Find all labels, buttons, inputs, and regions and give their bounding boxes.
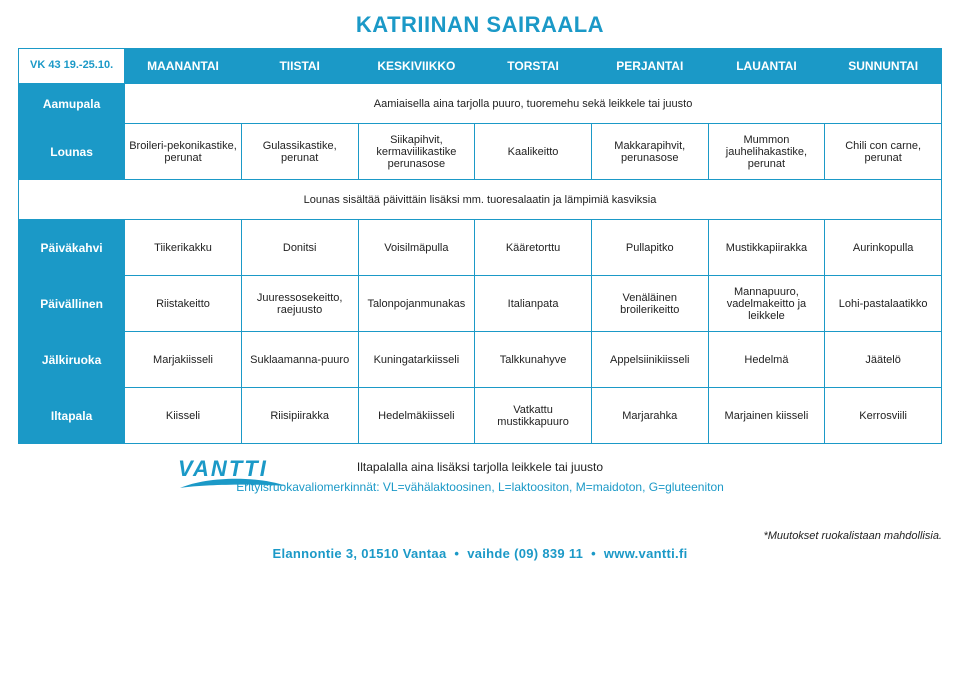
menu-cell: Voisilmäpulla bbox=[358, 220, 475, 276]
menu-cell: Pullapitko bbox=[591, 220, 708, 276]
day-header: TORSTAI bbox=[475, 49, 592, 84]
menu-cell: Hedelmä bbox=[708, 332, 825, 388]
span-cell: Aamiaisella aina tarjolla puuro, tuoreme… bbox=[125, 84, 942, 124]
contact-address: Elannontie 3, 01510 Vantaa bbox=[273, 546, 447, 561]
menu-cell: Vatkattu mustikkapuuro bbox=[475, 388, 592, 444]
menu-cell: Kerrosviili bbox=[825, 388, 942, 444]
menu-cell: Hedelmäkiisseli bbox=[358, 388, 475, 444]
menu-cell: Suklaamanna-puuro bbox=[241, 332, 358, 388]
day-header: SUNNUNTAI bbox=[825, 49, 942, 84]
row-label: Päiväkahvi bbox=[19, 220, 125, 276]
footer-disclaimer: *Muutokset ruokalistaan mahdollisia. bbox=[18, 530, 942, 542]
row-label: Jälkiruoka bbox=[19, 332, 125, 388]
menu-cell: Venäläinen broilerikeitto bbox=[591, 276, 708, 332]
menu-cell: Italianpata bbox=[475, 276, 592, 332]
menu-cell: Gulassikastike, perunat bbox=[241, 124, 358, 180]
row-label: Päivällinen bbox=[19, 276, 125, 332]
table-row: JälkiruokaMarjakiisseliSuklaamanna-puuro… bbox=[19, 332, 942, 388]
week-label: VK 43 19.-25.10. bbox=[19, 49, 125, 84]
day-header: TIISTAI bbox=[241, 49, 358, 84]
day-header: KESKIVIIKKO bbox=[358, 49, 475, 84]
menu-cell: Kuningatarkiisseli bbox=[358, 332, 475, 388]
table-row: PäiväkahviTiikerikakkuDonitsiVoisilmäpul… bbox=[19, 220, 942, 276]
day-header: LAUANTAI bbox=[708, 49, 825, 84]
contact-phone: vaihde (09) 839 11 bbox=[467, 546, 583, 561]
menu-cell: Broileri-pekonikastike, perunat bbox=[125, 124, 242, 180]
table-row: LounasBroileri-pekonikastike, perunatGul… bbox=[19, 124, 942, 180]
menu-cell: Chili con carne, perunat bbox=[825, 124, 942, 180]
footer-contact: Elannontie 3, 01510 Vantaa • vaihde (09)… bbox=[18, 546, 942, 561]
menu-cell: Lohi-pastalaatikko bbox=[825, 276, 942, 332]
menu-cell: Tiikerikakku bbox=[125, 220, 242, 276]
footer-diet: Erityisruokavaliomerkinnät: VL=vähälakto… bbox=[18, 480, 942, 494]
bullet-icon: • bbox=[591, 546, 596, 561]
table-row: Lounas sisältää päivittäin lisäksi mm. t… bbox=[19, 180, 942, 220]
menu-cell: Aurinkopulla bbox=[825, 220, 942, 276]
menu-cell: Donitsi bbox=[241, 220, 358, 276]
day-header: MAANANTAI bbox=[125, 49, 242, 84]
menu-cell: Riistakeitto bbox=[125, 276, 242, 332]
menu-table: VK 43 19.-25.10. MAANANTAI TIISTAI KESKI… bbox=[18, 48, 942, 444]
header-row: VK 43 19.-25.10. MAANANTAI TIISTAI KESKI… bbox=[19, 49, 942, 84]
table-row: IltapalaKiisseliRiisipiirakkaHedelmäkiis… bbox=[19, 388, 942, 444]
span-cell: Lounas sisältää päivittäin lisäksi mm. t… bbox=[19, 180, 942, 220]
page-title: KATRIINAN SAIRAALA bbox=[18, 12, 942, 38]
menu-cell: Kääretorttu bbox=[475, 220, 592, 276]
menu-cell: Jäätelö bbox=[825, 332, 942, 388]
menu-cell: Riisipiirakka bbox=[241, 388, 358, 444]
bullet-icon: • bbox=[454, 546, 459, 561]
menu-cell: Mannapuuro, vadelmakeitto ja leikkele bbox=[708, 276, 825, 332]
menu-cell: Mustikkapiirakka bbox=[708, 220, 825, 276]
menu-cell: Marjainen kiisseli bbox=[708, 388, 825, 444]
table-row: PäivällinenRiistakeittoJuuressosekeitto,… bbox=[19, 276, 942, 332]
logo-text: VANTTI bbox=[178, 456, 268, 481]
menu-cell: Talonpojanmunakas bbox=[358, 276, 475, 332]
menu-cell: Juuressosekeitto, raejuusto bbox=[241, 276, 358, 332]
day-header: PERJANTAI bbox=[591, 49, 708, 84]
row-label: Lounas bbox=[19, 124, 125, 180]
menu-cell: Marjarahka bbox=[591, 388, 708, 444]
menu-cell: Siikapihvit, kermaviilikastike perunasos… bbox=[358, 124, 475, 180]
menu-cell: Talkkunahyve bbox=[475, 332, 592, 388]
footer-note: Iltapalalla aina lisäksi tarjolla leikke… bbox=[18, 460, 942, 474]
table-row: AamupalaAamiaisella aina tarjolla puuro,… bbox=[19, 84, 942, 124]
menu-cell: Makkarapihvit, perunasose bbox=[591, 124, 708, 180]
menu-cell: Marjakiisseli bbox=[125, 332, 242, 388]
contact-url: www.vantti.fi bbox=[604, 546, 688, 561]
menu-cell: Kiisseli bbox=[125, 388, 242, 444]
menu-cell: Mummon jauhelihakastike, perunat bbox=[708, 124, 825, 180]
vantti-logo: VANTTI bbox=[178, 456, 288, 492]
row-label: Iltapala bbox=[19, 388, 125, 444]
row-label: Aamupala bbox=[19, 84, 125, 124]
menu-cell: Appelsiinikiisseli bbox=[591, 332, 708, 388]
menu-cell: Kaalikeitto bbox=[475, 124, 592, 180]
